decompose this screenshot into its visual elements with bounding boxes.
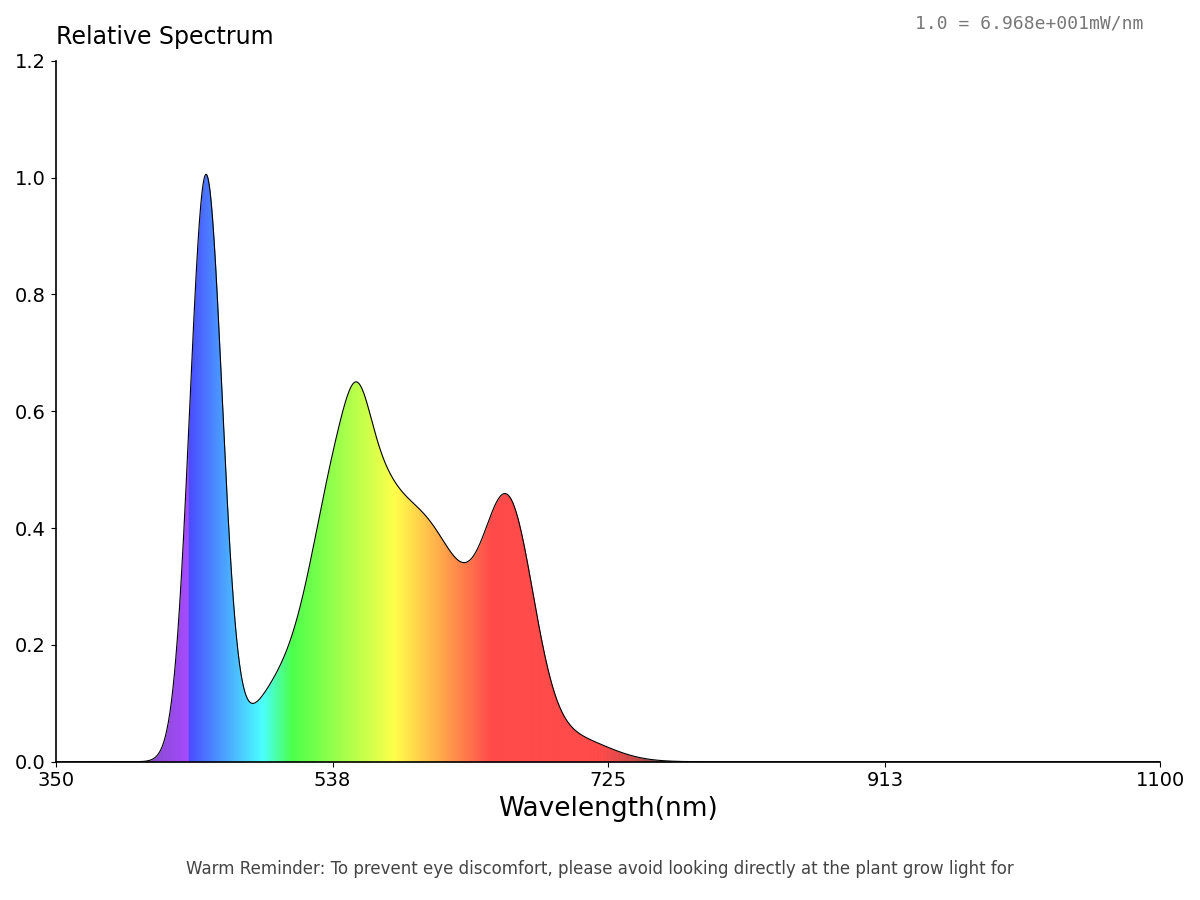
Text: Relative Spectrum: Relative Spectrum	[55, 25, 274, 50]
Text: Warm Reminder: To prevent eye discomfort, please avoid looking directly at the p: Warm Reminder: To prevent eye discomfort…	[186, 860, 1014, 878]
X-axis label: Wavelength(nm): Wavelength(nm)	[498, 796, 718, 822]
Text: 1.0 = 6.968e+001mW/nm: 1.0 = 6.968e+001mW/nm	[916, 14, 1144, 32]
